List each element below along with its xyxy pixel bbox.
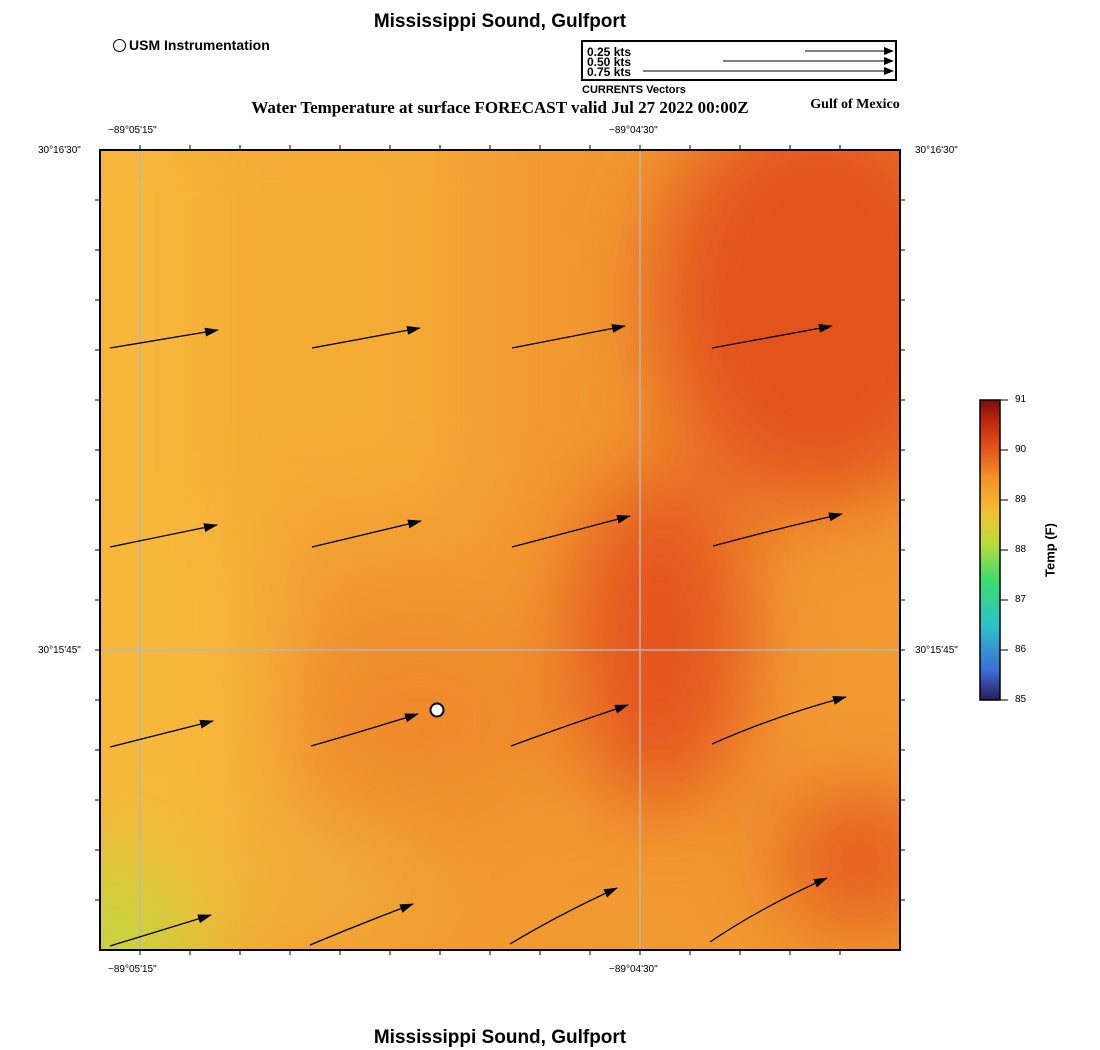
station-marker-icon — [113, 38, 126, 52]
vector-legend-box: 0.25 kts 0.50 kts 0.75 kts — [581, 40, 897, 81]
colorbar-tick-87: 87 — [1015, 594, 1027, 605]
y-tick-right-1: 30°16'30" — [915, 145, 958, 156]
colorbar-tick-90: 90 — [1015, 444, 1027, 455]
usm-station-marker — [429, 702, 445, 718]
colorbar-tick-88: 88 — [1015, 544, 1027, 555]
x-tick-top-2: −89°04'30" — [609, 125, 658, 136]
current-vectors — [109, 323, 847, 947]
footer-title: Mississippi Sound, Gulfport — [373, 1027, 627, 1048]
frame-ticks — [95, 145, 905, 955]
graticule — [100, 150, 900, 950]
temperature-colorbar — [979, 399, 1008, 701]
current-vector — [511, 514, 631, 548]
current-vector — [509, 887, 618, 945]
current-vector — [709, 877, 828, 943]
colorbar-tick-91: 91 — [1015, 394, 1027, 405]
current-vector — [109, 523, 218, 548]
x-tick-top-1: −89°05'15" — [108, 125, 157, 136]
current-vector — [309, 903, 414, 946]
y-tick-right-2: 30°15'45" — [915, 645, 958, 656]
x-tick-bottom-2: −89°04'30" — [609, 964, 658, 975]
current-vector — [109, 327, 219, 349]
current-vector — [109, 719, 214, 748]
current-vector — [711, 696, 847, 745]
colorbar-label: Temp (F) — [1042, 523, 1058, 577]
vector-label-025: 0.25 kts — [587, 45, 632, 59]
current-vector — [109, 914, 212, 947]
vector-legend-caption: CURRENTS Vectors — [582, 84, 686, 96]
y-tick-left-1: 30°16'30" — [38, 145, 81, 156]
station-legend: USM Instrumentation — [113, 37, 270, 53]
colorbar-tick-89: 89 — [1015, 494, 1027, 505]
vector-label-075: 0.75 kts — [587, 65, 632, 79]
current-vector — [310, 713, 419, 747]
current-vector — [510, 704, 629, 747]
vector-label-050: 0.50 kts — [587, 55, 632, 69]
current-vector — [311, 325, 421, 349]
x-tick-bottom-1: −89°05'15" — [108, 964, 157, 975]
station-legend-label: USM Instrumentation — [129, 37, 270, 53]
current-vector — [712, 512, 843, 547]
region-label: Gulf of Mexico — [810, 97, 900, 112]
current-vector — [511, 324, 626, 349]
vector-legend-arrows — [643, 47, 894, 75]
y-tick-left-2: 30°15'45" — [38, 645, 81, 656]
map-subtitle: Water Temperature at surface FORECAST va… — [251, 98, 749, 117]
current-vector — [311, 519, 422, 548]
current-vector — [711, 323, 833, 349]
colorbar-tick-85: 85 — [1015, 694, 1027, 705]
colorbar-tick-86: 86 — [1015, 644, 1027, 655]
temperature-field — [100, 150, 900, 950]
map-title: Mississippi Sound, Gulfport — [373, 11, 627, 32]
